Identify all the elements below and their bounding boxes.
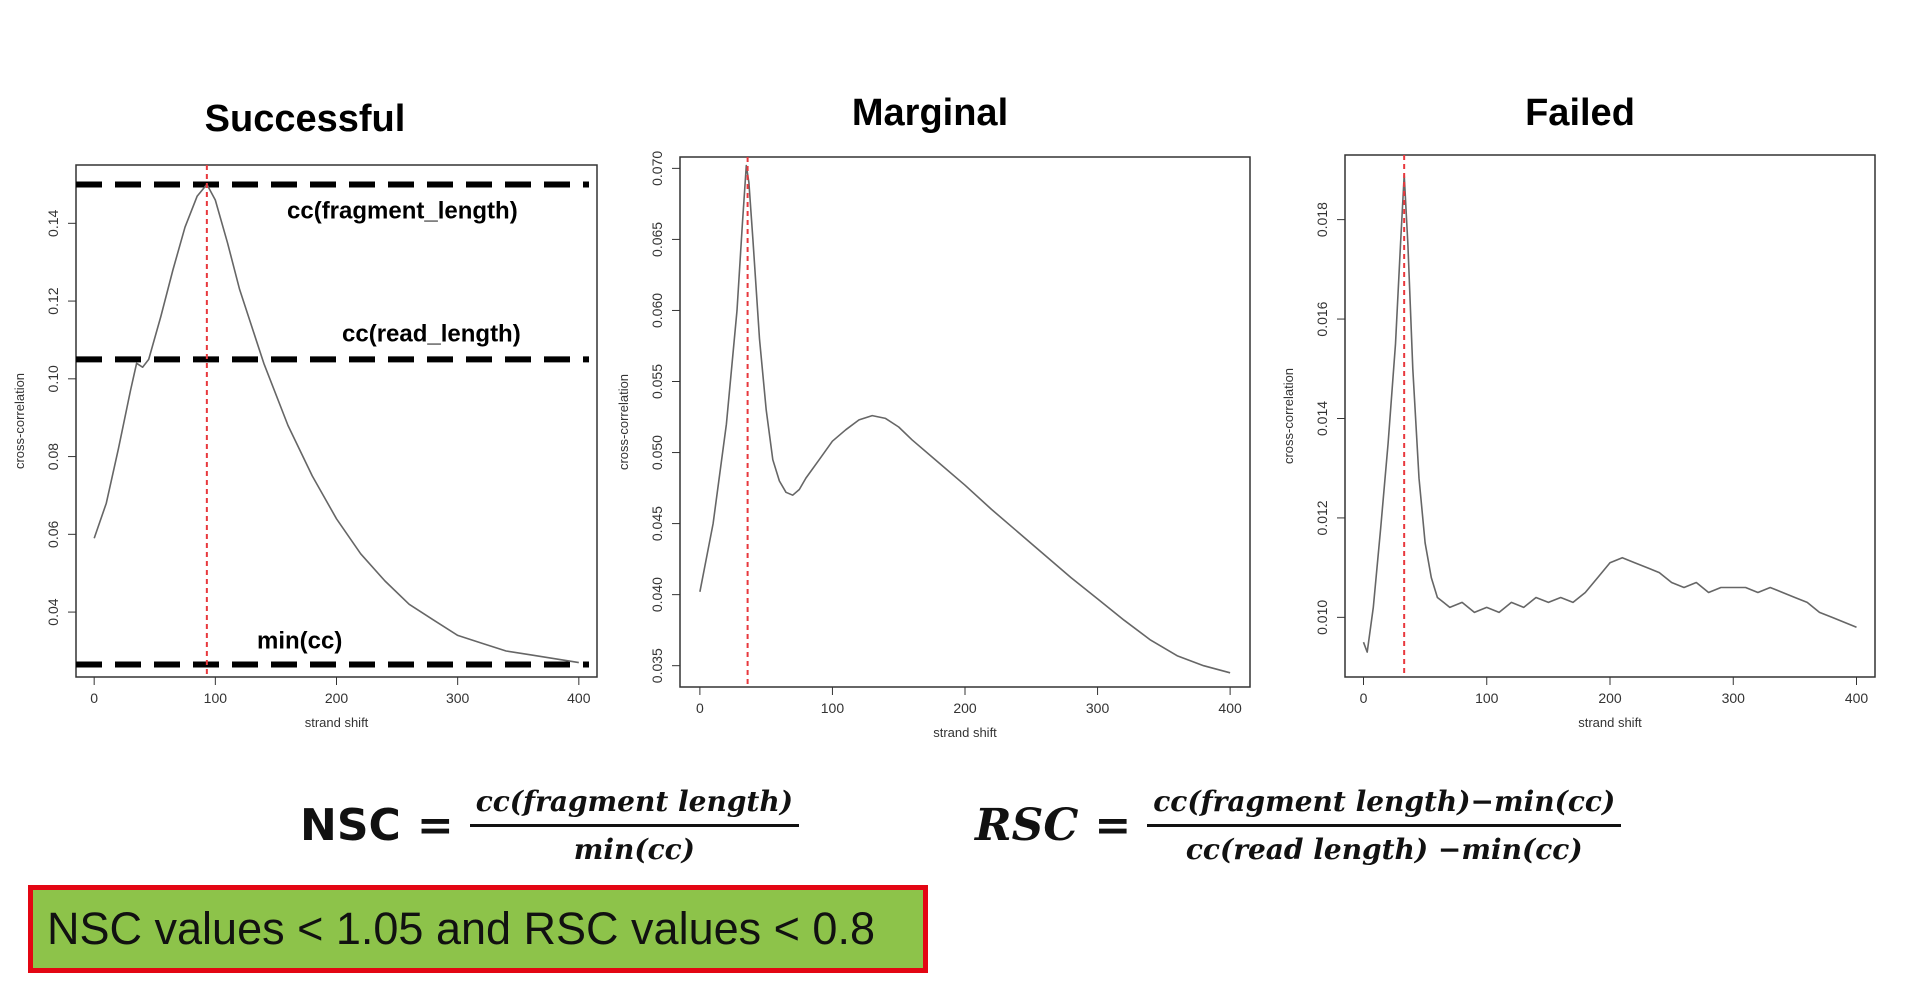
nsc-denominator: min(cc): [573, 833, 695, 866]
nsc-numerator: cc(fragment length): [469, 785, 799, 827]
marginal-x-tick-label: 400: [1218, 700, 1242, 716]
marginal-x-axis-label: strand shift: [933, 725, 997, 740]
failed-y-tick-label: 0.016: [1314, 301, 1330, 336]
nsc-formula: NSC = cc(fragment length) min(cc): [300, 785, 799, 866]
marginal-y-tick-label: 0.035: [649, 648, 665, 683]
marginal-x-tick-label: 200: [953, 700, 977, 716]
successful-x-tick-label: 0: [90, 690, 98, 706]
chart-title-successful: Successful: [204, 98, 406, 140]
marginal-x-tick-label: 300: [1086, 700, 1110, 716]
marginal-y-tick-label: 0.060: [649, 293, 665, 328]
marginal-cc-curve: [699, 164, 1231, 674]
successful-x-tick-label: 400: [567, 690, 591, 706]
criteria-text: NSC values < 1.05 and RSC values < 0.8: [47, 903, 875, 954]
successful-y-tick-label: 0.12: [45, 287, 61, 314]
rsc-numerator: cc(fragment length)−min(cc): [1147, 785, 1622, 827]
marginal-y-tick-label: 0.055: [649, 364, 665, 399]
failed-x-tick-label: 400: [1845, 690, 1869, 706]
successful-y-tick-label: 0.04: [45, 598, 61, 625]
successful-x-axis-label: strand shift: [305, 715, 369, 730]
failed-y-tick-label: 0.010: [1314, 600, 1330, 635]
nsc-equals: =: [416, 800, 454, 851]
nsc-fraction: cc(fragment length) min(cc): [469, 785, 799, 866]
successful-y-tick-label: 0.08: [45, 443, 61, 470]
failed-x-tick-label: 300: [1722, 690, 1746, 706]
rsc-denominator: cc(read length) −min(cc): [1185, 833, 1583, 866]
criteria-box: NSC values < 1.05 and RSC values < 0.8: [28, 885, 928, 973]
marginal-y-tick-label: 0.070: [649, 151, 665, 186]
rsc-lhs: RSC: [975, 800, 1079, 851]
successful-cc-curve: [93, 183, 579, 664]
successful-x-tick-label: 200: [325, 690, 349, 706]
successful-ref-label: cc(read_length): [342, 320, 521, 347]
failed-x-axis-label: strand shift: [1578, 715, 1642, 730]
marginal-y-tick-label: 0.040: [649, 577, 665, 612]
successful-ref-label: cc(fragment_length): [287, 197, 518, 224]
chart-title-failed: Failed: [1525, 92, 1635, 134]
successful-y-tick-label: 0.10: [45, 365, 61, 392]
marginal-y-tick-label: 0.050: [649, 435, 665, 470]
failed-y-tick-label: 0.014: [1314, 401, 1330, 436]
failed-y-axis-label: cross-correlation: [1281, 368, 1296, 464]
successful-plot-frame: [75, 164, 598, 678]
failed-y-tick-label: 0.018: [1314, 202, 1330, 237]
marginal-y-tick-label: 0.065: [649, 222, 665, 257]
rsc-formula: RSC = cc(fragment length)−min(cc) cc(rea…: [975, 785, 1622, 866]
marginal-y-tick-label: 0.045: [649, 506, 665, 541]
marginal-y-axis-label: cross-correlation: [616, 374, 631, 470]
successful-y-tick-label: 0.14: [45, 209, 61, 236]
nsc-lhs: NSC: [300, 800, 401, 851]
successful-y-axis-label: cross-correlation: [12, 373, 27, 469]
marginal-x-tick-label: 0: [696, 700, 704, 716]
marginal-plot-frame: [679, 156, 1251, 688]
failed-x-tick-label: 0: [1360, 690, 1368, 706]
chart-title-marginal: Marginal: [851, 92, 1009, 134]
successful-y-tick-label: 0.06: [45, 520, 61, 547]
rsc-equals: =: [1094, 800, 1132, 851]
successful-x-tick-label: 300: [446, 690, 470, 706]
marginal-x-tick-label: 100: [821, 700, 845, 716]
rsc-fraction: cc(fragment length)−min(cc) cc(read leng…: [1147, 785, 1622, 866]
failed-x-tick-label: 200: [1598, 690, 1622, 706]
failed-cc-curve: [1362, 174, 1857, 653]
failed-x-tick-label: 100: [1475, 690, 1499, 706]
successful-x-tick-label: 100: [204, 690, 228, 706]
failed-plot-frame: [1344, 154, 1876, 678]
successful-ref-label: min(cc): [257, 628, 342, 655]
failed-y-tick-label: 0.012: [1314, 500, 1330, 535]
